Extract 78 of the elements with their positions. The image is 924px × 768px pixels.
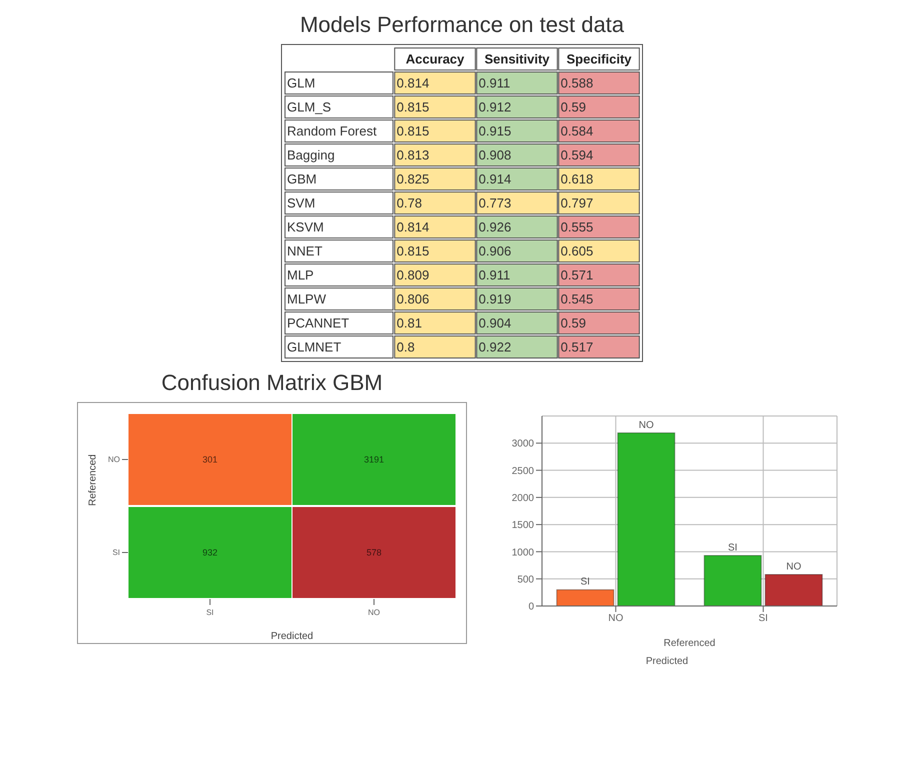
data-label: 0.815 (396, 124, 430, 138)
data-label: 0.914 (478, 172, 512, 186)
data-label: 0.555 (560, 220, 594, 234)
data-label: 0.915 (478, 124, 512, 138)
data-label: 0.618 (560, 172, 594, 186)
y-tick-label: GLM_S (287, 100, 332, 114)
data-label: 0.594 (560, 148, 594, 162)
series-label: SI (580, 576, 590, 588)
y-axis-title: Referenced (88, 454, 99, 506)
data-label: 0.59 (560, 100, 586, 114)
x-tick-label: SI (758, 613, 768, 624)
y-tick-label: Bagging (287, 148, 335, 162)
data-label: 0.906 (478, 244, 512, 258)
data-label: 0.773 (478, 196, 512, 210)
data-label: 0.922 (478, 340, 512, 354)
y-tick-label: 500 (517, 574, 534, 586)
data-label: 0.809 (396, 268, 430, 282)
y-tick-label: 0 (528, 602, 534, 613)
data-label: 0.584 (560, 124, 594, 138)
data-label: 0.8 (396, 340, 415, 354)
data-label: 0.797 (560, 196, 594, 210)
text: Predicted (644, 656, 690, 667)
text: NO (786, 562, 802, 573)
x-tick-label: Sensitivity (484, 52, 550, 66)
data-label: 0.912 (478, 100, 512, 114)
data-label: 0.605 (560, 244, 594, 258)
x-axis-title: Referenced (664, 638, 716, 649)
data-label: 0.517 (560, 340, 594, 354)
data-label: 578 (366, 548, 382, 558)
series-label: NO (638, 420, 654, 431)
y-tick-label: GLMNET (287, 340, 342, 354)
data-label: 3191 (364, 454, 384, 464)
data-label: 0.911 (478, 76, 510, 90)
data-label: 932 (202, 548, 218, 558)
data-label: 0.908 (478, 148, 512, 162)
data-label: 0.78 (396, 196, 422, 210)
y-tick-label: NNET (287, 244, 322, 258)
data-label: 301 (202, 454, 218, 464)
y-tick-label: MLPW (287, 292, 327, 306)
x-tick-label: Accuracy (406, 52, 466, 66)
data-label: 0.911 (478, 268, 510, 282)
data-label: 0.815 (396, 100, 430, 114)
y-tick-label: GBM (287, 172, 317, 186)
x-axis-title: Predicted (270, 631, 314, 642)
y-tick-label: 1000 (512, 547, 534, 558)
bar (556, 589, 614, 606)
x-tick-label: NO (608, 613, 624, 624)
y-tick-label: 3000 (512, 438, 534, 450)
data-label: 0.813 (396, 148, 430, 162)
data-label: 0.806 (396, 292, 430, 306)
bar (764, 574, 823, 606)
data-label: 0.545 (560, 292, 594, 306)
y-tick-label: Random Forest (287, 124, 377, 138)
chart-title: Models Performance on test data (298, 12, 626, 38)
text: SI (728, 542, 738, 554)
y-tick-label: 1500 (512, 520, 534, 532)
y-tick-label: KSVM (287, 220, 324, 234)
data-label: 0.588 (560, 76, 594, 90)
data-label: 0.571 (560, 268, 594, 282)
data-label: 0.81 (396, 316, 422, 330)
data-label: 0.59 (560, 316, 586, 330)
data-label: 0.919 (478, 292, 512, 306)
data-label: 0.825 (396, 172, 430, 186)
y-tick-label: PCANNET (287, 316, 350, 330)
data-label: 0.815 (396, 244, 430, 258)
data-label: 0.814 (396, 220, 430, 234)
x-tick-label: Specificity (566, 52, 632, 66)
y-tick-label: 2500 (512, 466, 534, 477)
x-tick-label: SI (206, 608, 214, 617)
data-label: 0.814 (396, 76, 430, 90)
y-tick-label: GLM (287, 76, 316, 90)
y-tick-label: SVM (287, 196, 316, 210)
data-label: 0.926 (478, 220, 512, 234)
y-tick-label: 2000 (512, 492, 534, 504)
data-label: 0.904 (478, 316, 512, 330)
chart-title: Confusion Matrix GBM (160, 370, 384, 396)
y-tick-label: MLP (287, 268, 314, 282)
x-tick-label: NO (368, 608, 380, 617)
